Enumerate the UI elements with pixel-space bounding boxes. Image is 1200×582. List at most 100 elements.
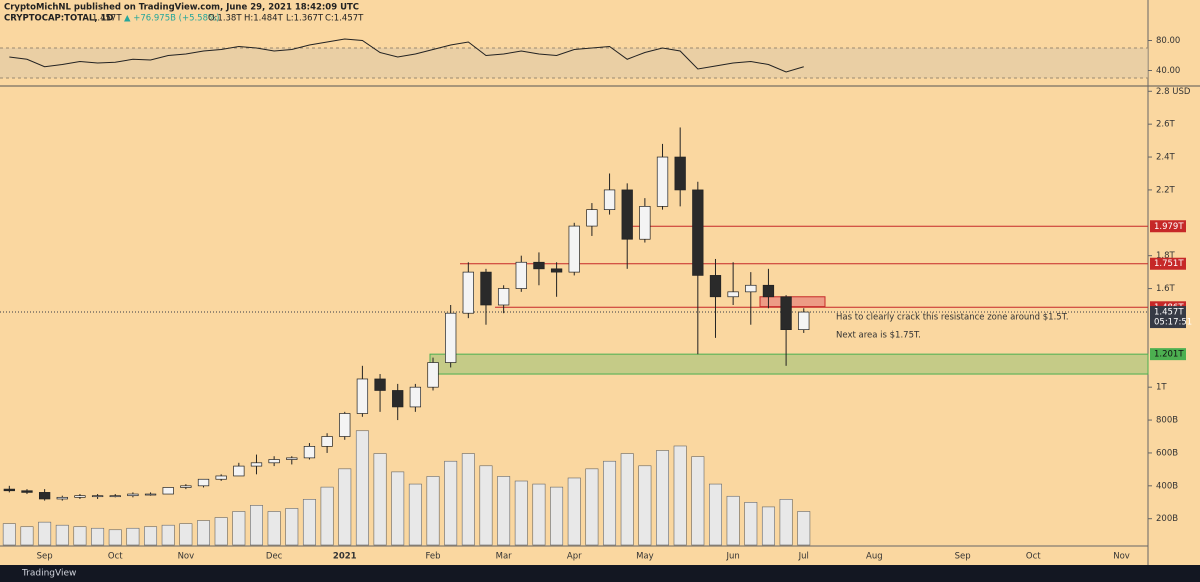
candle-body — [798, 311, 810, 331]
x-tick-label: Oct — [108, 552, 123, 562]
candle-body — [303, 446, 316, 459]
y-tick-label: 400B — [1156, 481, 1178, 491]
price-label-bg — [1150, 306, 1186, 329]
volume-bar — [514, 480, 528, 546]
volume-bar — [373, 453, 387, 546]
volume-bar — [285, 508, 299, 546]
candle-body — [533, 261, 545, 270]
candle-body — [603, 189, 616, 210]
candle-body — [56, 496, 68, 500]
volume-bar — [2, 523, 16, 546]
candle-body — [497, 288, 510, 306]
candle-body — [233, 465, 245, 477]
volume-bar — [144, 526, 158, 546]
volume-bar — [126, 527, 140, 546]
y-tick-label: 800B — [1156, 416, 1178, 426]
support-label-bg — [1150, 348, 1186, 361]
volume-bar — [214, 517, 228, 546]
volume-bar — [391, 471, 405, 546]
candle-body — [480, 271, 492, 306]
candle-body — [197, 478, 210, 487]
x-tick-label: Nov — [1113, 552, 1130, 562]
rsi-band — [0, 48, 1148, 78]
x-tick-label: Feb — [425, 552, 440, 562]
candle-body — [286, 457, 298, 460]
rsi-tick-label: 80.00 — [1156, 36, 1180, 46]
volume-bar — [585, 468, 599, 546]
y-tick-label: 2.2T — [1156, 185, 1176, 195]
volume-bar — [461, 453, 475, 546]
footer-bar — [0, 565, 1200, 582]
x-tick-label: Apr — [567, 552, 582, 562]
volume-bar — [55, 524, 69, 546]
candle-body — [727, 291, 739, 298]
x-tick-label: Oct — [1026, 552, 1041, 562]
candle-body — [568, 225, 580, 273]
annotation: Next area is $1.75T. — [836, 331, 921, 341]
candle-body — [250, 462, 263, 467]
y-tick-label: 1T — [1156, 383, 1167, 393]
volume-bar — [620, 453, 634, 546]
rsi-tick-label: 40.00 — [1156, 66, 1180, 76]
volume-bar — [338, 468, 352, 546]
x-tick-label: Jun — [725, 552, 739, 562]
last: 1.457T — [92, 14, 122, 24]
volume-bar — [250, 505, 263, 546]
candle-body — [780, 296, 792, 331]
volume-bar — [444, 460, 458, 546]
volume-bar — [73, 526, 87, 546]
candle-body — [639, 206, 651, 240]
y-tick-label: 600B — [1156, 448, 1178, 458]
x-tick-label: Jul — [798, 552, 809, 562]
y-tick-label: 1.6T — [1156, 284, 1176, 294]
x-tick-label: 2021 — [333, 552, 357, 562]
volume-bar — [267, 511, 281, 546]
brand: TradingView — [21, 569, 76, 579]
volume-bar — [302, 498, 316, 546]
author-line: CryptoMichNL published on TradingView.co… — [4, 3, 359, 13]
candle-body — [215, 475, 227, 480]
resistance-zone — [759, 296, 826, 308]
volume-bar — [479, 465, 493, 546]
volume-bar — [320, 486, 334, 546]
candle-body — [550, 268, 563, 273]
change: ▲ +76.975B (+5.58%) — [124, 14, 219, 24]
open: O:1.38T — [208, 14, 242, 24]
candle-body — [392, 390, 404, 408]
x-tick-label: Nov — [178, 552, 195, 562]
volume-bar — [108, 529, 122, 546]
volume-bar — [408, 483, 422, 546]
candle-body — [745, 284, 757, 293]
volume-bar — [20, 526, 34, 546]
volume-bar — [744, 502, 758, 546]
annotation: Has to clearly crack this resistance zon… — [836, 313, 1069, 323]
volume-bar — [232, 511, 246, 546]
candle-body — [144, 493, 157, 496]
y-tick-label: 2.4T — [1156, 153, 1176, 163]
candle-body — [339, 413, 351, 437]
volume-bar — [197, 520, 210, 546]
countdown: 05:17:51 — [1154, 318, 1192, 328]
volume-bar — [797, 511, 811, 546]
rsi-line — [9, 38, 804, 73]
x-tick-label: May — [636, 552, 654, 562]
volume-bar — [656, 450, 669, 546]
volume-bar — [709, 483, 722, 546]
candle-body — [162, 487, 174, 495]
candle-body — [462, 271, 474, 314]
price-label: 1.979T — [1154, 222, 1184, 232]
volume-bar — [497, 476, 511, 546]
candle-body — [21, 490, 33, 493]
candle-body — [762, 284, 775, 298]
price-label-bg — [1150, 220, 1186, 233]
close: C:1.457T — [325, 14, 364, 24]
candle-body — [109, 495, 121, 498]
candle-body — [445, 312, 457, 363]
price-label: 1.457T — [1154, 308, 1184, 318]
y-tick-label: 1.8T — [1156, 251, 1176, 261]
symbol: CRYPTOCAP:TOTAL, 1D — [4, 14, 114, 24]
candle-body — [74, 495, 86, 498]
price-label: 1.751T — [1154, 259, 1184, 269]
